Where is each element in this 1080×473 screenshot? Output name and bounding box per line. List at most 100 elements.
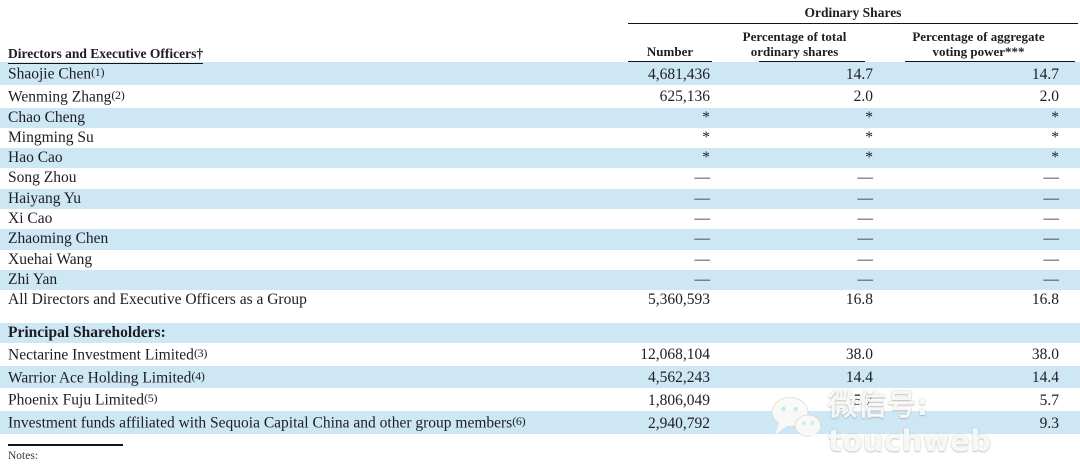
row-pct-voting: 14.7	[1031, 65, 1059, 83]
row-pct-voting: —	[1043, 270, 1060, 288]
table-body: Shaojie Chen(1) 4,681,436 14.7 14.7 Wenming …	[0, 62, 1080, 435]
pct-ordinary-header-line1: Percentage of total	[742, 29, 847, 44]
table-row: Principal Shareholders:	[0, 322, 1080, 343]
row-pct-voting: 5.7	[1039, 391, 1059, 409]
row-pct-ordinary: *	[865, 128, 873, 146]
row-pct-voting: —	[1043, 210, 1060, 228]
footnote-marker: (1)	[91, 65, 105, 79]
table-row: Hao Cao * * *	[0, 148, 1080, 169]
row-label: Zhaoming Chen	[8, 230, 109, 248]
row-number: *	[702, 108, 710, 126]
row-pct-voting: —	[1043, 250, 1060, 268]
row-number: —	[694, 210, 711, 228]
row-pct-ordinary: —	[857, 270, 874, 288]
row-number: 4,562,243	[648, 369, 710, 387]
table-row: Phoenix Fuju Limited(5) 1,806,049 5.7 5.7	[0, 388, 1080, 411]
row-number: 4,681,436	[648, 65, 710, 83]
row-label: Wenming Zhang(2)	[8, 87, 125, 106]
notes-section: Notes:	[8, 444, 1080, 462]
row-pct-voting: *	[1051, 128, 1059, 146]
row-pct-ordinary	[712, 323, 877, 343]
shareholding-table: Shaojie Chen(1) 4,681,436 14.7 14.7 Wenming …	[0, 62, 1080, 435]
row-label: Principal Shareholders:	[8, 323, 166, 341]
row-number: —	[694, 250, 711, 268]
row-label: Hao Cao	[8, 149, 63, 167]
row-pct-voting	[877, 323, 1080, 343]
directors-column-header-label: Directors and Executive Officers†	[8, 46, 204, 64]
row-label: Xuehai Wang	[8, 250, 93, 268]
pct-voting-header-line2: voting power***	[932, 43, 1025, 59]
row-number: —	[694, 169, 711, 187]
row-pct-voting: —	[1043, 189, 1060, 207]
pct-voting-column-underline	[905, 61, 1075, 62]
footnote-marker: (2)	[111, 87, 125, 102]
row-number: 625,136	[659, 88, 710, 106]
row-pct-ordinary: 14.4	[845, 369, 873, 387]
row-label: All Directors and Executive Officers as …	[8, 291, 307, 309]
row-pct-ordinary: 5.7	[853, 391, 873, 409]
table-row: Shaojie Chen(1) 4,681,436 14.7 14.7	[0, 62, 1080, 85]
notes-label: Notes:	[8, 450, 39, 463]
row-number: 2,940,792	[648, 414, 710, 432]
row-label: Shaojie Chen(1)	[8, 65, 105, 83]
row-number: —	[694, 230, 711, 248]
row-pct-ordinary: 14.7	[845, 65, 873, 83]
row-pct-voting: —	[1043, 230, 1060, 248]
spacer-row	[0, 311, 1080, 323]
row-label: Chao Cheng	[8, 108, 86, 126]
row-pct-ordinary: —	[857, 230, 874, 248]
pct-voting-column-header: Percentage of aggregate voting power***	[877, 29, 1080, 62]
row-number: —	[694, 189, 711, 207]
table-row: All Directors and Executive Officers as …	[0, 290, 1080, 310]
row-pct-ordinary: 2.0	[853, 88, 873, 106]
row-pct-voting: 2.0	[1039, 88, 1059, 106]
row-pct-voting: 9.3	[1039, 414, 1059, 432]
table-row: Investment funds affiliated with Sequoia…	[0, 411, 1080, 435]
row-number: *	[702, 149, 710, 167]
pct-voting-header-line1: Percentage of aggregate	[912, 29, 1045, 44]
table-row: Zhaoming Chen — — —	[0, 229, 1080, 250]
row-pct-voting: *	[1051, 108, 1059, 126]
number-column-header: Number	[628, 43, 712, 62]
row-label: Zhi Yan	[8, 270, 58, 288]
directors-column-header: Directors and Executive Officers†	[8, 46, 204, 64]
row-pct-voting: *	[1051, 149, 1059, 167]
row-pct-ordinary: —	[857, 189, 874, 207]
row-pct-ordinary: —	[857, 210, 874, 228]
row-label: Warrior Ace Holding Limited(4)	[8, 368, 205, 387]
row-pct-ordinary: 16.8	[845, 291, 873, 309]
footnote-marker: (4)	[191, 368, 205, 383]
number-column-header-label: Number	[646, 43, 694, 59]
row-number: —	[694, 270, 711, 288]
row-pct-voting: 16.8	[1031, 291, 1059, 309]
row-pct-voting: 38.0	[1031, 346, 1059, 364]
row-pct-ordinary: 38.0	[845, 346, 873, 364]
row-number: 1,806,049	[648, 391, 710, 409]
ordinary-shares-group-header: Ordinary Shares	[628, 4, 1078, 24]
table-row: Zhi Yan — — —	[0, 269, 1080, 291]
notes-rule	[8, 444, 123, 447]
pct-ordinary-column-header: Percentage of total ordinary shares	[712, 29, 877, 62]
row-label: Song Zhou	[8, 169, 77, 187]
table-row: Xuehai Wang — — —	[0, 250, 1080, 270]
table-row: Haiyang Yu — — —	[0, 188, 1080, 210]
row-pct-ordinary: *	[865, 149, 873, 167]
table-row: Song Zhou — — —	[0, 168, 1080, 188]
row-pct-voting: 14.4	[1031, 369, 1059, 387]
row-label: Nectarine Investment Limited(3)	[8, 345, 208, 364]
number-column-underline	[628, 61, 712, 62]
row-pct-voting: —	[1043, 169, 1060, 187]
row-label: Mingming Su	[8, 128, 94, 146]
footnote-marker: (3)	[193, 345, 208, 360]
row-pct-ordinary: *	[865, 108, 873, 126]
row-label: Investment funds affiliated with Sequoia…	[8, 414, 526, 432]
footnote-marker: (5)	[144, 391, 158, 406]
row-label: Haiyang Yu	[8, 189, 82, 207]
row-number: 5,360,593	[648, 291, 710, 309]
table-row: Xi Cao — — —	[0, 209, 1080, 229]
row-pct-ordinary: —	[857, 169, 874, 187]
table-row: Warrior Ace Holding Limited(4) 4,562,243 1…	[0, 365, 1080, 389]
table-row: Wenming Zhang(2) 625,136 2.0 2.0	[0, 85, 1080, 108]
row-label: Phoenix Fuju Limited(5)	[8, 391, 158, 409]
